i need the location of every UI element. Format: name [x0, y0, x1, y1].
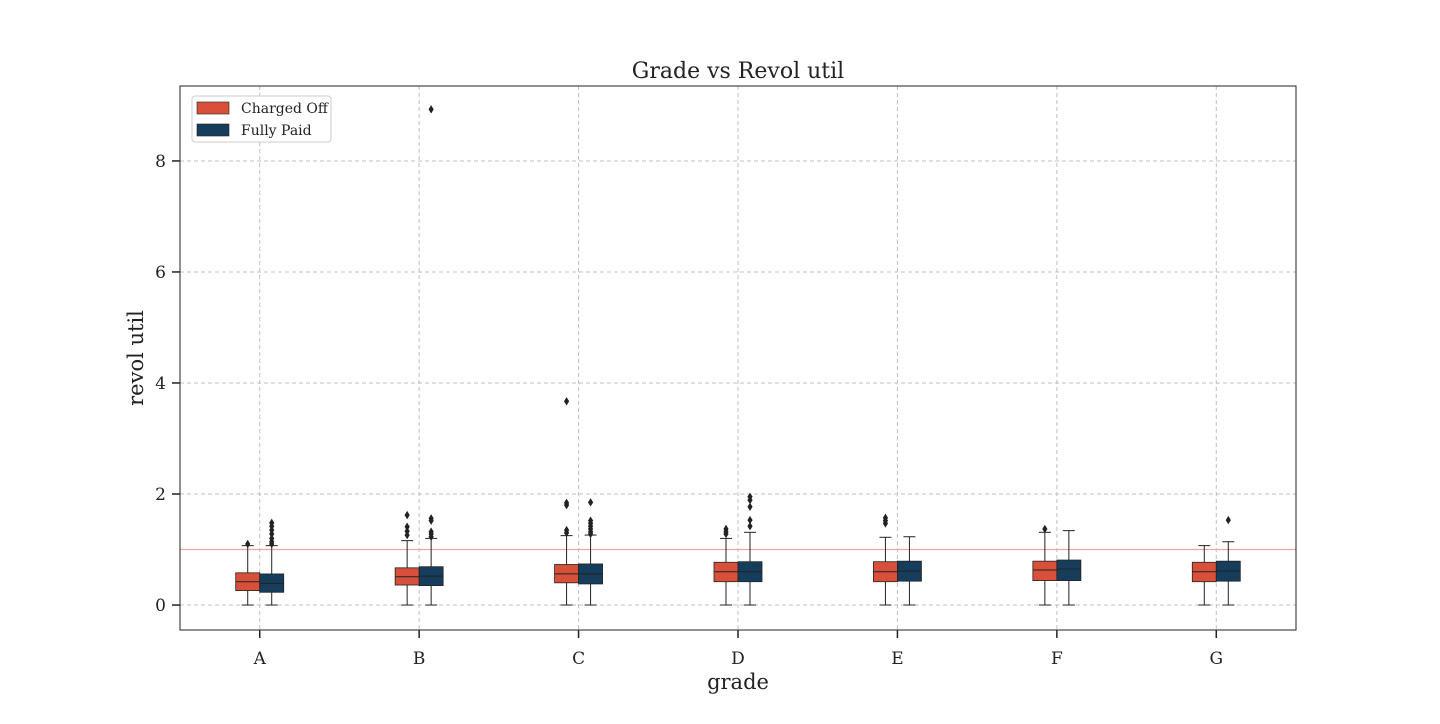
outlier-point — [747, 515, 753, 525]
box-d-charged-off — [713, 524, 739, 606]
outlier-point — [747, 502, 753, 511]
grid-layer — [180, 86, 1296, 630]
outlier-point — [747, 492, 753, 501]
x-tick-label-d: D — [731, 649, 745, 669]
outlier-point — [245, 539, 251, 549]
legend-label: Charged Off — [241, 101, 329, 117]
box-e-charged-off — [873, 513, 898, 606]
outlier-point — [404, 522, 410, 531]
box-f-charged-off — [1032, 524, 1058, 606]
outlier-point — [1042, 524, 1048, 534]
legend: Charged Off Fully Paid — [191, 95, 332, 143]
outlier-point — [563, 525, 570, 535]
tick-layer: 0 2 4 6 8 A B C D E F G — [155, 152, 1223, 669]
y-tick-label: 8 — [155, 152, 166, 172]
y-tick-label: 0 — [155, 596, 166, 616]
x-axis-title: grade — [707, 670, 769, 694]
outlier-point — [747, 521, 753, 531]
outlier-point — [428, 514, 434, 523]
x-tick-label-c: C — [572, 649, 585, 669]
box-g-fully-paid — [1215, 515, 1241, 606]
legend-item-charged-off: Charged Off — [196, 101, 329, 117]
legend-item-fully-paid: Fully Paid — [196, 123, 312, 139]
x-tick-label-g: G — [1209, 649, 1223, 669]
box-a-fully-paid — [259, 518, 285, 606]
legend-swatch — [196, 101, 230, 115]
y-axis-title: revol util — [124, 310, 148, 406]
outlier-point — [563, 397, 570, 406]
x-tick-label-f: F — [1051, 649, 1063, 669]
x-tick-label-a: A — [253, 649, 267, 669]
y-tick-label: 2 — [155, 485, 166, 505]
outlier-point — [563, 498, 570, 508]
box-e-fully-paid — [897, 536, 922, 606]
box-g-charged-off — [1191, 545, 1217, 606]
box-layer — [235, 105, 1241, 606]
box-body — [1032, 560, 1058, 581]
box-c-fully-paid — [578, 498, 603, 606]
outlier-point — [587, 516, 594, 525]
box-body — [1056, 559, 1082, 581]
outlier-point — [269, 534, 275, 543]
x-tick-label-b: B — [413, 649, 426, 669]
y-tick-label: 6 — [155, 263, 166, 283]
outlier-point — [269, 518, 275, 528]
outlier-point — [404, 526, 410, 536]
outlier-point — [587, 498, 594, 507]
outlier-point — [404, 510, 410, 520]
box-b-charged-off — [394, 510, 420, 606]
box-d-fully-paid — [737, 492, 763, 606]
outlier-point — [428, 527, 434, 536]
legend-swatch — [196, 123, 230, 137]
chart-title: Grade vs Revol util — [632, 59, 844, 84]
outlier-point — [428, 105, 434, 114]
outlier-point — [723, 524, 729, 534]
outlier-point — [1225, 515, 1231, 525]
outlier-point — [882, 513, 889, 523]
box-a-charged-off — [235, 539, 261, 606]
box-c-charged-off — [554, 397, 579, 606]
x-tick-label-e: E — [891, 649, 903, 669]
box-b-fully-paid — [418, 105, 444, 606]
legend-label: Fully Paid — [241, 123, 312, 139]
y-tick-label: 4 — [155, 374, 166, 394]
box-f-fully-paid — [1056, 530, 1082, 606]
